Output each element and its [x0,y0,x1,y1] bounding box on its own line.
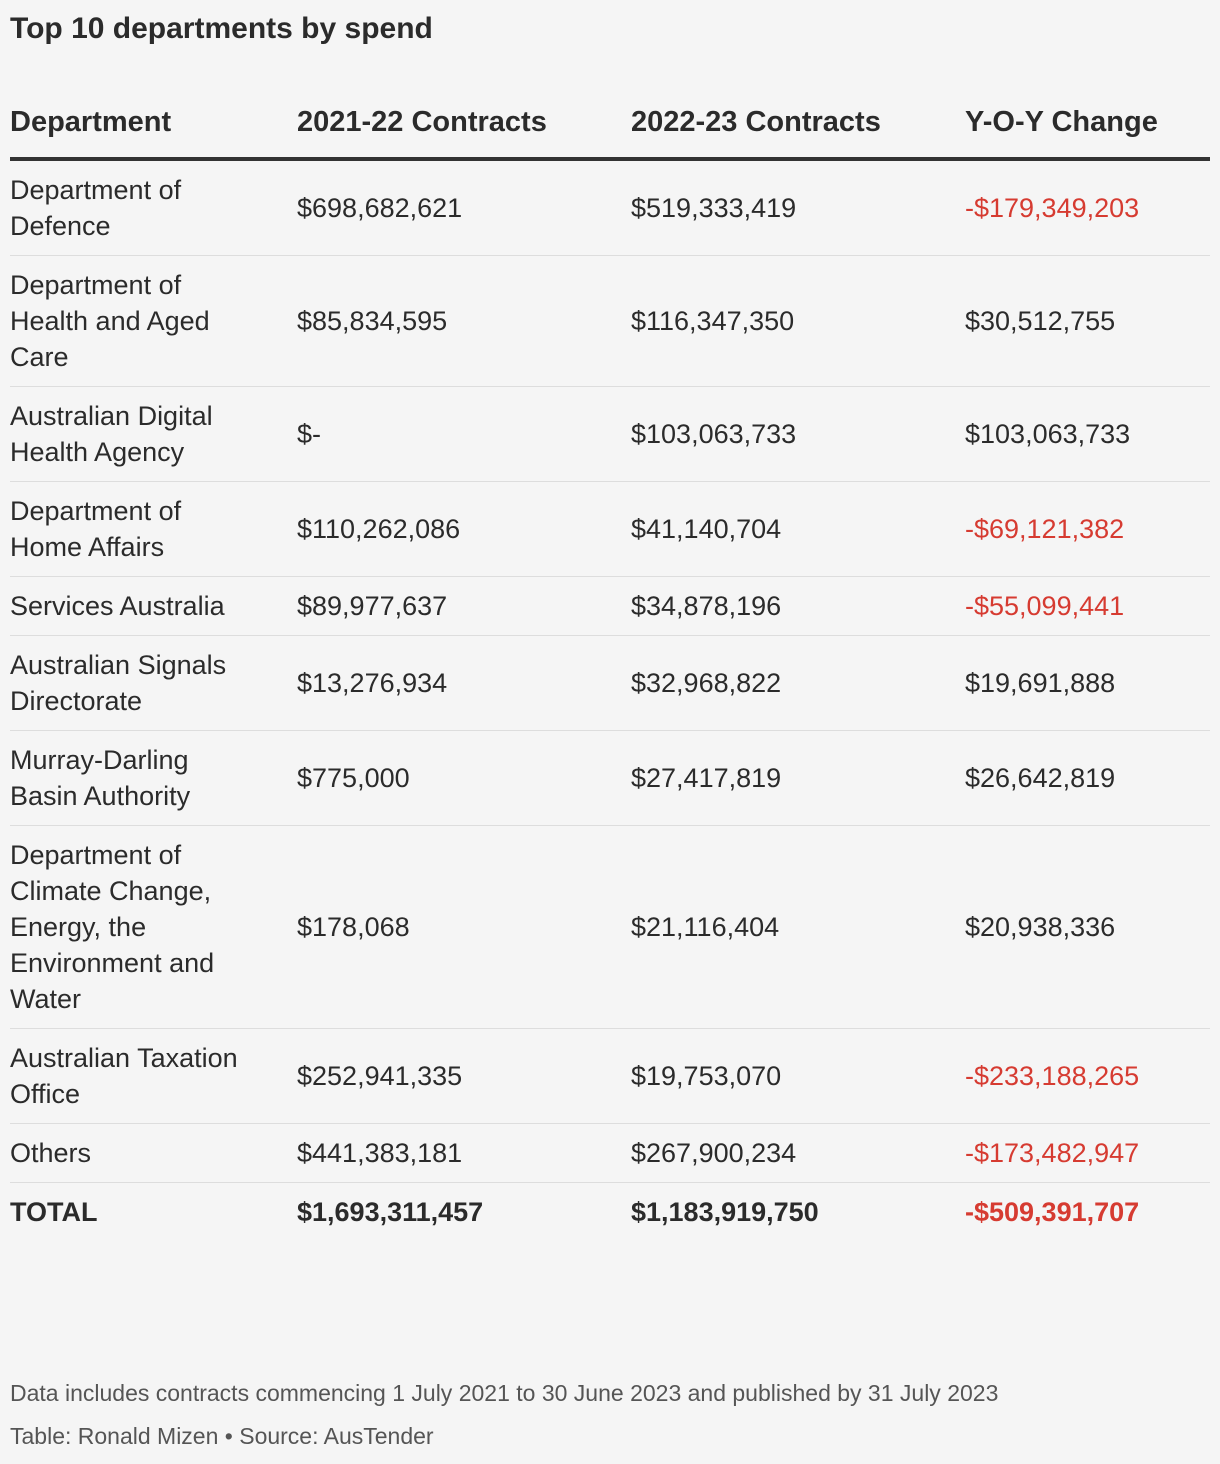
table-cell: $116,347,350 [631,255,965,387]
table-cell: -$179,349,203 [965,159,1210,256]
table-cell: $698,682,621 [297,159,631,256]
table-row: Australian Taxation Office $252,941,335 $1… [10,1028,1210,1124]
table-cell: $89,977,637 [297,576,631,636]
table-cell: Australian Taxation Office [10,1028,297,1124]
table-row: Others $441,383,181 $267,900,234 -$173,482,… [10,1123,1210,1183]
table-cell: $1,693,311,457 [297,1197,484,1227]
table-cell: $85,834,595 [297,255,631,387]
column-header: 2022-23 Contracts [631,100,965,161]
table-cell: Australian Signals Directorate [10,635,297,731]
table-cell: $- [297,386,631,482]
table-cell: $30,512,755 [965,255,1210,387]
table-cell: $19,691,888 [965,635,1210,731]
credit: Table: Ronald Mizen • Source: AusTender [10,1423,434,1449]
table-cell: $1,183,919,750 [631,1197,819,1227]
table-row: Department of Defence $698,682,621 $519,33… [10,159,1210,256]
table-cell: Department of Climate Change, Energy, th… [10,825,297,1029]
table-cell: Others [10,1123,297,1183]
table-cell: Department of Defence [10,159,297,256]
table-row: TOTAL $1,693,311,457 $1,183,919,750 -$509,3… [10,1183,1210,1242]
column-header: Department [10,100,297,161]
table-cell: Australian Digital Health Agency [10,386,297,482]
table-cell: TOTAL [10,1197,98,1227]
table-row: Murray-Darling Basin Authority $775,000 $2… [10,730,1210,826]
table-cell: Department of Home Affairs [10,481,297,577]
table: Department 2021-22 Contracts 2022-23 Contr… [10,100,1210,1241]
table-cell: $26,642,819 [965,730,1210,826]
table-cell: -$55,099,441 [965,576,1210,636]
table-cell: $13,276,934 [297,635,631,731]
footnote: Data includes contracts commencing 1 Jul… [10,1380,999,1406]
table-cell: Department of Health and Aged Care [10,255,297,387]
table-body: Department of Defence $698,682,621 $519,33… [10,159,1210,1241]
table-cell: $103,063,733 [631,386,965,482]
table-row: Australian Digital Health Agency $- $103,0… [10,386,1210,482]
table-cell: $32,968,822 [631,635,965,731]
table-cell: $441,383,181 [297,1123,631,1183]
table-row: Department of Health and Aged Care $85,83… [10,255,1210,387]
table-row: Australian Signals Directorate $13,276,93… [10,635,1210,731]
table-cell: -$233,188,265 [965,1028,1210,1124]
table-cell: $178,068 [297,825,631,1029]
table-cell: $21,116,404 [631,825,965,1029]
table-cell: $110,262,086 [297,481,631,577]
table-cell: -$173,482,947 [965,1123,1210,1183]
table-cell: $252,941,335 [297,1028,631,1124]
table-cell: Services Australia [10,576,297,636]
table-row: Department of Climate Change, Energy, th… [10,825,1210,1029]
table-row: Department of Home Affairs $110,262,086 $4… [10,481,1210,577]
table-row: Services Australia $89,977,637 $34,878,196… [10,576,1210,636]
column-header: Y-O-Y Change [965,100,1210,161]
table-cell: $34,878,196 [631,576,965,636]
table-cell: -$509,391,707 [965,1197,1140,1227]
header-row: Department 2021-22 Contracts 2022-23 Contr… [10,100,1210,161]
table-cell: Murray-Darling Basin Authority [10,730,297,826]
column-header: 2021-22 Contracts [297,100,631,161]
table-cell: $27,417,819 [631,730,965,826]
table-cell: -$69,121,382 [965,481,1210,577]
table-cell: $19,753,070 [631,1028,965,1124]
table-cell: $519,333,419 [631,159,965,256]
table-cell: $20,938,336 [965,825,1210,1029]
table-cell: $41,140,704 [631,481,965,577]
title: Top 10 departments by spend [10,12,433,45]
table-cell: $267,900,234 [631,1123,965,1183]
table-cell: $103,063,733 [965,386,1210,482]
table-cell: $775,000 [297,730,631,826]
